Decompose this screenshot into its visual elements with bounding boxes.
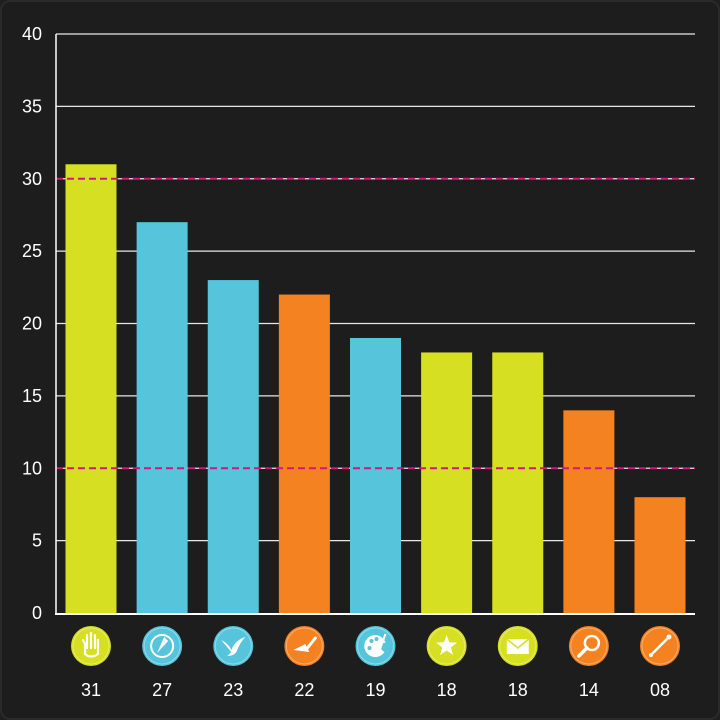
value-labels: 31 27 23 22 19 18 18 14 08 — [81, 680, 670, 700]
compass-icon — [142, 626, 183, 666]
envelope-icon — [497, 626, 538, 666]
trowel-icon — [284, 626, 325, 666]
bars — [65, 164, 686, 614]
value-label: 18 — [437, 680, 457, 700]
y-tick-label: 10 — [22, 458, 42, 478]
value-label: 27 — [152, 680, 172, 700]
hand-icon — [71, 626, 111, 666]
value-label: 08 — [650, 680, 670, 700]
value-label: 14 — [579, 680, 599, 700]
value-label: 19 — [365, 680, 385, 700]
y-tick-label: 35 — [22, 96, 42, 116]
bar — [492, 352, 544, 613]
value-label: 18 — [508, 680, 528, 700]
value-label: 31 — [81, 680, 101, 700]
palette-icon — [355, 626, 396, 666]
y-tick-labels: 0 5 10 15 20 25 30 35 40 — [22, 24, 42, 623]
y-tick-label: 25 — [22, 241, 42, 261]
y-tick-label: 0 — [32, 603, 42, 623]
bar — [350, 337, 401, 613]
bar — [421, 352, 473, 613]
bar — [278, 294, 330, 613]
y-tick-label: 30 — [22, 169, 42, 189]
wand-icon — [640, 626, 680, 666]
y-tick-label: 5 — [32, 531, 42, 551]
bar — [207, 280, 259, 613]
reference-lines — [56, 177, 695, 470]
y-tick-label: 40 — [22, 24, 42, 44]
star-icon — [426, 626, 467, 666]
bar — [634, 497, 686, 613]
bird-icon — [213, 626, 254, 666]
y-tick-label: 20 — [22, 314, 42, 334]
value-label: 22 — [294, 680, 314, 700]
value-label: 23 — [223, 680, 243, 700]
bar — [136, 222, 188, 614]
bar — [563, 410, 615, 613]
y-tick-label: 15 — [22, 386, 42, 406]
magnifier-icon — [568, 626, 609, 666]
axes — [55, 34, 695, 615]
bar — [65, 164, 117, 613]
category-icons — [71, 626, 680, 666]
